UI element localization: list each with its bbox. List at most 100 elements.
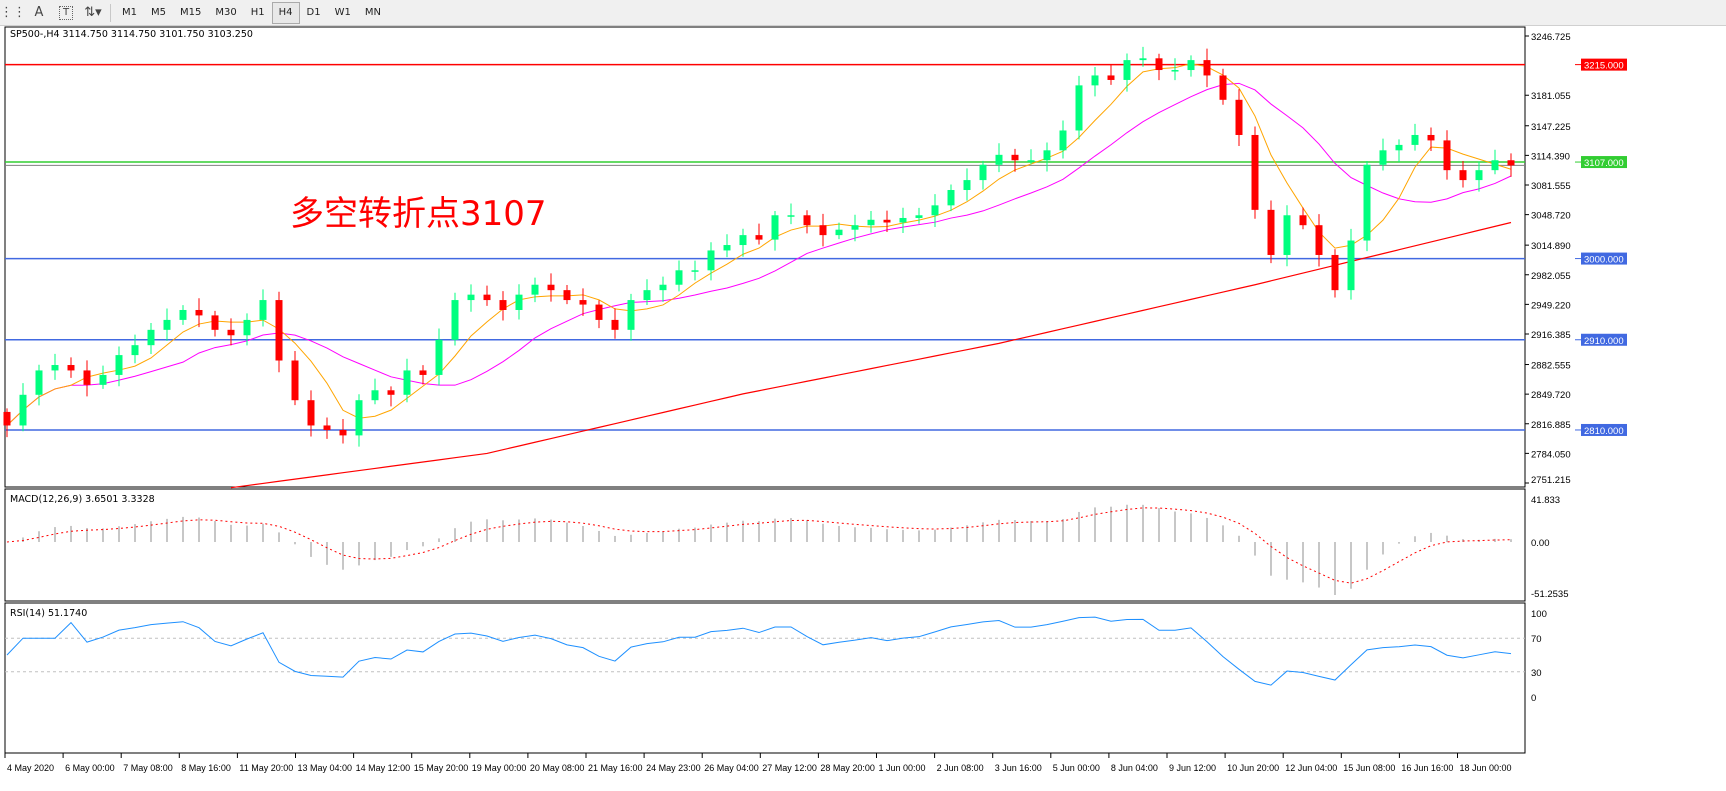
candle	[387, 386, 395, 407]
x-tick-label: 4 May 2020	[7, 763, 54, 773]
text-label-icon[interactable]: T	[59, 5, 73, 20]
candle	[1411, 123, 1419, 151]
candle-body	[947, 190, 955, 206]
candle-body	[1251, 134, 1259, 210]
candle	[995, 143, 1003, 173]
candle-body	[1203, 60, 1211, 76]
candle	[707, 242, 715, 281]
candle-body	[995, 154, 1003, 165]
candle	[19, 383, 27, 432]
candle-body	[1155, 58, 1163, 71]
candle	[899, 207, 907, 234]
candle	[1459, 160, 1467, 188]
candle	[323, 417, 331, 439]
candle-body	[195, 309, 203, 316]
candle-body	[723, 245, 731, 251]
candle	[611, 308, 619, 339]
candle	[451, 292, 459, 346]
ma-magenta-line	[6, 82, 1512, 426]
arrows-icon[interactable]: ⇅▾	[84, 5, 102, 20]
candle-body	[1395, 144, 1403, 151]
x-tick-label: 13 May 04:00	[298, 763, 353, 773]
candle-body	[243, 319, 251, 336]
period-separator-icon[interactable]: ⋮⋮	[0, 5, 26, 20]
candle	[1315, 214, 1323, 267]
rsi-line	[6, 616, 1512, 686]
candle-body	[819, 225, 827, 236]
timeframe-mn-button[interactable]: MN	[364, 6, 381, 18]
candle	[1267, 200, 1275, 264]
candle	[67, 357, 75, 378]
candle-body	[803, 215, 811, 226]
rsi-tick-label: 0	[1531, 693, 1536, 704]
candle-body	[531, 284, 539, 295]
timeframe-h1-button[interactable]: H1	[250, 6, 265, 18]
candle-body	[259, 300, 267, 320]
y-tick-label: 2982.055	[1531, 271, 1571, 282]
timeframe-m30-button[interactable]: M30	[215, 6, 237, 18]
candle	[115, 346, 123, 387]
candle	[531, 277, 539, 303]
candle-body	[931, 205, 939, 216]
candle	[403, 358, 411, 403]
candle-body	[1123, 60, 1131, 80]
candle	[691, 260, 699, 281]
macd-tick-label: 41.833	[1531, 495, 1560, 506]
candle	[1347, 228, 1355, 300]
timeframe-m1-button[interactable]: M1	[122, 6, 137, 18]
candle-body	[739, 235, 747, 246]
rsi-header: RSI(14) 51.1740	[10, 608, 87, 619]
y-tick-label: 2849.720	[1531, 390, 1571, 401]
chart-window[interactable]: SP500-,H4 3114.750 3114.750 3101.750 310…	[0, 25, 1726, 791]
candle-body	[403, 370, 411, 395]
x-tick-label: 8 Jun 04:00	[1111, 763, 1158, 773]
candle-body	[371, 390, 379, 401]
candle-body	[227, 329, 235, 336]
candle	[1155, 53, 1163, 81]
candle-body	[1363, 164, 1371, 241]
timeframe-d1-button[interactable]: D1	[306, 6, 321, 18]
candle-body	[883, 219, 891, 223]
timeframe-w1-button[interactable]: W1	[334, 6, 351, 18]
candle-body	[1427, 134, 1435, 141]
x-tick-label: 24 May 23:00	[646, 763, 701, 773]
candle	[99, 365, 107, 389]
ma-red-line	[230, 221, 1512, 489]
candle	[675, 260, 683, 292]
candle	[1251, 126, 1259, 219]
level-badge-label: 2810.000	[1584, 426, 1624, 437]
macd-header: MACD(12,26,9) 3.6501 3.3328	[10, 494, 155, 505]
timeframe-m5-button[interactable]: M5	[151, 6, 166, 18]
text-icon[interactable]: A	[34, 5, 44, 20]
candle-body	[1011, 154, 1019, 161]
candle-body	[1043, 150, 1051, 161]
candle	[771, 211, 779, 251]
timeframe-m15-button[interactable]: M15	[180, 6, 202, 18]
x-tick-label: 9 Jun 12:00	[1169, 763, 1216, 773]
timeframe-h4-button[interactable]: H4	[271, 1, 300, 24]
x-tick-label: 7 May 08:00	[123, 763, 173, 773]
rsi-tick-label: 70	[1531, 634, 1542, 645]
candle	[739, 228, 747, 257]
candle	[1427, 127, 1435, 151]
candle-body	[387, 390, 395, 395]
candle-body	[915, 215, 923, 218]
candle-body	[1075, 85, 1083, 131]
candle	[51, 353, 59, 380]
candle	[979, 160, 987, 190]
candle-body	[1411, 134, 1419, 145]
candle-body	[211, 315, 219, 330]
candle-body	[1139, 58, 1147, 61]
candle-body	[467, 294, 475, 301]
candle-body	[275, 300, 283, 361]
candle	[643, 279, 651, 305]
y-tick-label: 3181.055	[1531, 91, 1571, 102]
candle-body	[483, 294, 491, 301]
symbol-header: SP500-,H4 3114.750 3114.750 3101.750 310…	[10, 29, 253, 40]
candle-body	[355, 400, 363, 436]
candle-body	[163, 319, 171, 330]
macd-panel	[4, 488, 1526, 602]
y-tick-label: 2816.885	[1531, 420, 1571, 431]
candle	[1059, 120, 1067, 159]
level-badge	[1581, 156, 1627, 169]
